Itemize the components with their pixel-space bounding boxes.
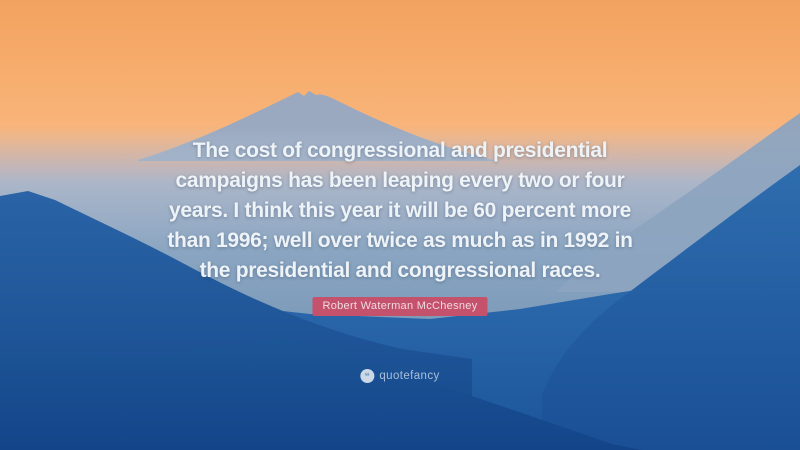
quotefancy-watermark: ❝ quotefancy bbox=[360, 369, 439, 383]
quote-line: years. I think this year it will be 60 p… bbox=[168, 199, 632, 222]
quote-marks-badge-icon: ❝ bbox=[360, 369, 375, 383]
quote-line: campaigns has been leaping every two or … bbox=[175, 169, 625, 192]
quote-text: The cost of congressional and presidenti… bbox=[120, 136, 680, 286]
watermark-brand-label: quotefancy bbox=[379, 370, 440, 382]
quote-line: The cost of congressional and presidenti… bbox=[192, 139, 608, 162]
foreground-ridge bbox=[0, 338, 642, 450]
quote-line: the presidential and congressional races… bbox=[199, 259, 601, 282]
right-mountain-slope bbox=[542, 165, 800, 450]
quote-line: than 1996; well over twice as much as in… bbox=[167, 229, 633, 252]
author-attribution-badge: Robert Waterman McChesney bbox=[312, 297, 488, 316]
